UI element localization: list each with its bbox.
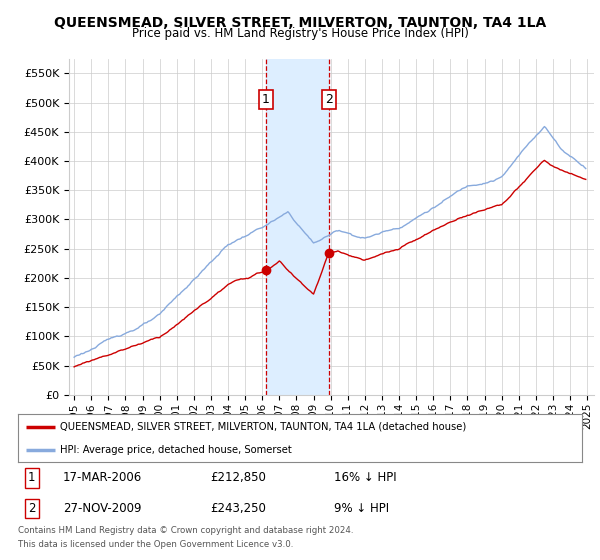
Text: QUEENSMEAD, SILVER STREET, MILVERTON, TAUNTON, TA4 1LA (detached house): QUEENSMEAD, SILVER STREET, MILVERTON, TA… [60, 422, 467, 432]
Text: 9% ↓ HPI: 9% ↓ HPI [334, 502, 389, 515]
Text: 17-MAR-2006: 17-MAR-2006 [63, 471, 142, 484]
Text: 1: 1 [262, 93, 270, 106]
Bar [266, 59, 329, 395]
Text: 2: 2 [325, 93, 333, 106]
Text: This data is licensed under the Open Government Licence v3.0.: This data is licensed under the Open Gov… [18, 540, 293, 549]
Text: 1: 1 [28, 471, 35, 484]
Text: QUEENSMEAD, SILVER STREET, MILVERTON, TAUNTON, TA4 1LA: QUEENSMEAD, SILVER STREET, MILVERTON, TA… [54, 16, 546, 30]
Text: Price paid vs. HM Land Registry's House Price Index (HPI): Price paid vs. HM Land Registry's House … [131, 27, 469, 40]
Text: 16% ↓ HPI: 16% ↓ HPI [334, 471, 397, 484]
Text: 2: 2 [28, 502, 35, 515]
Text: 27-NOV-2009: 27-NOV-2009 [63, 502, 142, 515]
Text: £212,850: £212,850 [210, 471, 266, 484]
Text: £243,250: £243,250 [210, 502, 266, 515]
Text: Contains HM Land Registry data © Crown copyright and database right 2024.: Contains HM Land Registry data © Crown c… [18, 526, 353, 535]
Text: HPI: Average price, detached house, Somerset: HPI: Average price, detached house, Some… [60, 445, 292, 455]
